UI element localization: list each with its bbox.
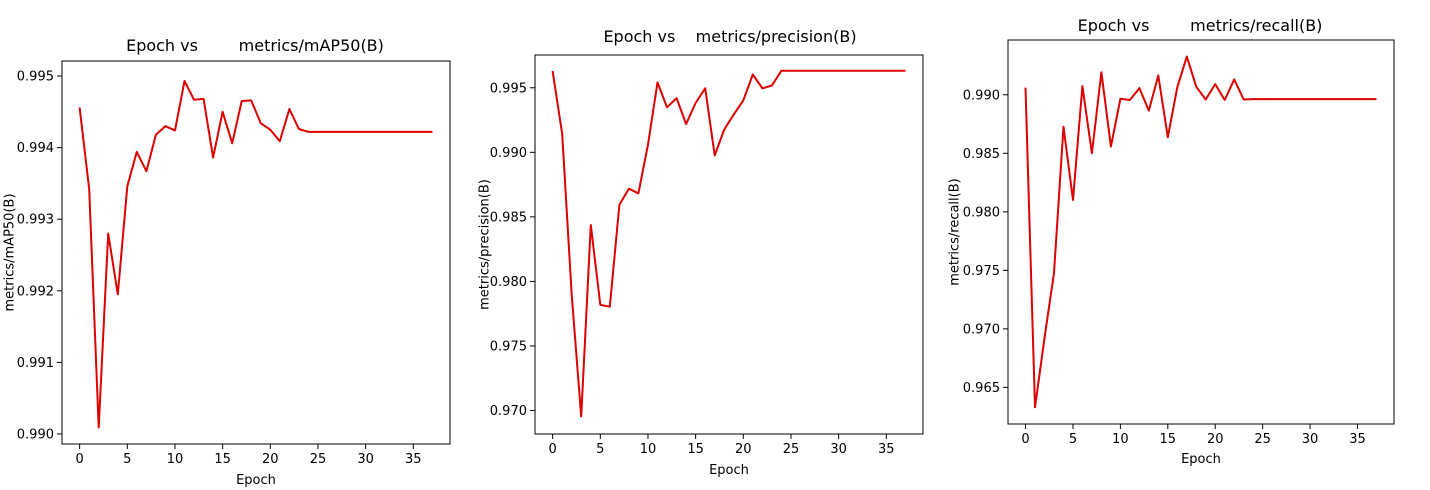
x-tick-label: 35 bbox=[878, 442, 895, 457]
y-tick-label: 0.991 bbox=[17, 356, 54, 371]
x-tick-label: 25 bbox=[783, 442, 800, 457]
y-axis-label: metrics/precision(B) bbox=[478, 179, 493, 310]
x-tick-label: 5 bbox=[1069, 432, 1077, 447]
y-tick-label: 0.970 bbox=[963, 322, 1000, 337]
axes-frame bbox=[61, 60, 451, 445]
chart-panel-precision: Epoch vs metrics/precision(B) 0 5 10 15 20 25… bbox=[478, 27, 924, 478]
x-tick-label: 10 bbox=[1112, 432, 1129, 447]
y-tick-label: 0.993 bbox=[17, 213, 54, 228]
axes-frame bbox=[1007, 39, 1395, 425]
x-tick-label: 0 bbox=[1021, 432, 1029, 447]
x-tick-label: 15 bbox=[214, 452, 231, 467]
y-tick-label: 0.990 bbox=[490, 146, 527, 161]
y-axis-label: metrics/mAP50(B) bbox=[3, 193, 18, 311]
chart-title: Epoch vs metrics/recall(B) bbox=[1078, 16, 1323, 35]
x-tick-label: 35 bbox=[405, 452, 422, 467]
x-tick-label: 5 bbox=[596, 442, 604, 457]
chart-panel-map50: Epoch vs metrics/mAP50(B) 0 5 10 15 20 25 30 35… bbox=[3, 36, 451, 488]
x-tick-label: 30 bbox=[830, 442, 847, 457]
x-tick-label: 25 bbox=[1254, 432, 1271, 447]
y-tick-label: 0.990 bbox=[963, 88, 1000, 103]
x-tick-label: 0 bbox=[548, 442, 556, 457]
y-tick-label: 0.995 bbox=[490, 81, 527, 96]
series-line bbox=[1024, 55, 1377, 409]
axes-frame bbox=[534, 54, 924, 435]
chart-title: Epoch vs metrics/precision(B) bbox=[603, 27, 856, 46]
x-axis-label: Epoch bbox=[1181, 452, 1221, 467]
y-axis-label: metrics/recall(B) bbox=[948, 178, 963, 285]
series-line bbox=[78, 80, 433, 429]
y-tick-label: 0.985 bbox=[490, 210, 527, 225]
y-tick-label: 0.975 bbox=[490, 339, 527, 354]
series-line bbox=[551, 69, 906, 418]
x-tick-label: 30 bbox=[357, 452, 374, 467]
x-tick-label: 15 bbox=[1160, 432, 1177, 447]
y-tick-label: 0.965 bbox=[963, 381, 1000, 396]
chart-title: Epoch vs metrics/mAP50(B) bbox=[126, 36, 384, 55]
x-tick-label: 20 bbox=[735, 442, 752, 457]
x-tick-label: 10 bbox=[640, 442, 657, 457]
x-tick-label: 15 bbox=[687, 442, 704, 457]
y-tick-label: 0.980 bbox=[490, 275, 527, 290]
x-tick-label: 25 bbox=[310, 452, 327, 467]
x-tick-label: 0 bbox=[75, 452, 83, 467]
x-tick-label: 30 bbox=[1302, 432, 1319, 447]
y-tick-label: 0.992 bbox=[17, 284, 54, 299]
x-tick-label: 10 bbox=[167, 452, 184, 467]
x-tick-label: 20 bbox=[1207, 432, 1224, 447]
x-axis-label: Epoch bbox=[236, 473, 276, 488]
x-tick-label: 35 bbox=[1349, 432, 1366, 447]
x-tick-label: 20 bbox=[262, 452, 279, 467]
y-tick-label: 0.995 bbox=[17, 70, 54, 85]
y-tick-label: 0.980 bbox=[963, 205, 1000, 220]
y-tick-label: 0.985 bbox=[963, 147, 1000, 162]
y-tick-label: 0.994 bbox=[17, 141, 54, 156]
y-tick-label: 0.975 bbox=[963, 264, 1000, 279]
x-tick-label: 5 bbox=[123, 452, 131, 467]
chart-panel-recall: Epoch vs metrics/recall(B) 0 5 10 15 20 25 30 3… bbox=[948, 16, 1395, 467]
y-tick-label: 0.990 bbox=[17, 427, 54, 442]
x-axis-label: Epoch bbox=[709, 463, 749, 478]
y-tick-label: 0.970 bbox=[490, 404, 527, 419]
